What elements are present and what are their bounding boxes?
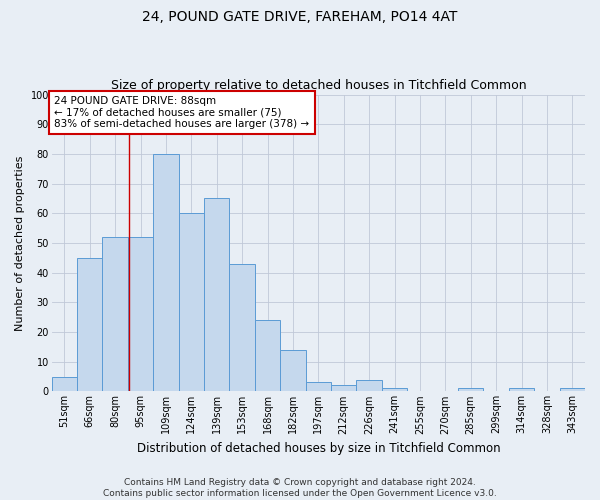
Title: Size of property relative to detached houses in Titchfield Common: Size of property relative to detached ho… (110, 79, 526, 92)
Text: Contains HM Land Registry data © Crown copyright and database right 2024.
Contai: Contains HM Land Registry data © Crown c… (103, 478, 497, 498)
Bar (382, 388, 407, 392)
Bar (356, 380, 382, 392)
Bar (204, 198, 229, 392)
Bar (331, 386, 356, 392)
Bar (305, 382, 331, 392)
Bar (229, 264, 255, 392)
X-axis label: Distribution of detached houses by size in Titchfield Common: Distribution of detached houses by size … (137, 442, 500, 455)
Bar (103, 237, 128, 392)
Bar (77, 258, 103, 392)
Bar (128, 237, 153, 392)
Y-axis label: Number of detached properties: Number of detached properties (15, 156, 25, 330)
Text: 24 POUND GATE DRIVE: 88sqm
← 17% of detached houses are smaller (75)
83% of semi: 24 POUND GATE DRIVE: 88sqm ← 17% of deta… (55, 96, 310, 129)
Bar (153, 154, 179, 392)
Bar (509, 388, 534, 392)
Bar (280, 350, 305, 392)
Bar (179, 214, 204, 392)
Bar (52, 376, 77, 392)
Bar (458, 388, 484, 392)
Text: 24, POUND GATE DRIVE, FAREHAM, PO14 4AT: 24, POUND GATE DRIVE, FAREHAM, PO14 4AT (142, 10, 458, 24)
Bar (560, 388, 585, 392)
Bar (255, 320, 280, 392)
